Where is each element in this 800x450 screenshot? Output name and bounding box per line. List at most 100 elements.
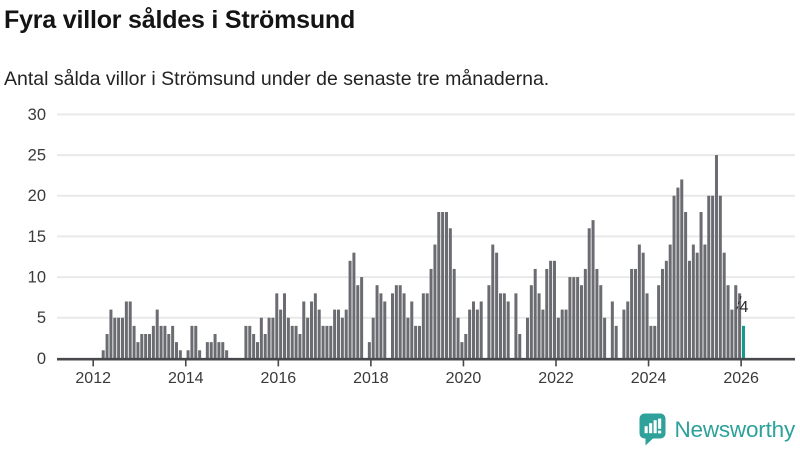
bar xyxy=(352,252,356,359)
bar xyxy=(298,334,302,359)
bar xyxy=(398,285,402,359)
bar xyxy=(464,334,468,359)
bar xyxy=(664,260,668,359)
bar xyxy=(198,350,202,359)
bar xyxy=(603,317,607,359)
bar xyxy=(329,325,333,359)
bar xyxy=(537,293,541,359)
bar xyxy=(121,317,124,359)
bar xyxy=(518,334,522,359)
y-axis-label: 5 xyxy=(37,309,46,327)
bar xyxy=(375,285,379,359)
bar xyxy=(379,293,383,359)
bar xyxy=(549,260,553,359)
x-axis-label: 2022 xyxy=(538,370,574,387)
x-axis-label: 2026 xyxy=(723,370,759,387)
bar xyxy=(676,187,680,359)
bar xyxy=(101,350,105,359)
bar xyxy=(132,325,136,359)
bar xyxy=(564,309,568,359)
bar xyxy=(136,342,140,359)
bar xyxy=(167,334,171,359)
bar xyxy=(194,325,198,359)
bar xyxy=(502,293,506,359)
bar xyxy=(371,317,375,359)
bar xyxy=(514,293,518,359)
bar xyxy=(279,309,283,359)
bar xyxy=(583,268,587,359)
bar xyxy=(687,260,691,359)
bar xyxy=(653,325,657,359)
bar xyxy=(591,220,595,359)
bar xyxy=(282,293,286,359)
bar xyxy=(394,285,398,359)
bar xyxy=(730,309,734,359)
chart-title: Fyra villor såldes i Strömsund xyxy=(4,6,356,34)
bar xyxy=(421,293,425,359)
bar xyxy=(286,317,290,359)
bar xyxy=(221,342,225,359)
bar xyxy=(479,301,483,359)
bar xyxy=(657,285,661,359)
bar xyxy=(140,334,144,359)
bar xyxy=(552,260,556,359)
bar xyxy=(244,325,248,359)
y-axis-label: 30 xyxy=(28,106,46,124)
bar xyxy=(417,325,421,359)
bar xyxy=(144,334,148,359)
bar xyxy=(722,252,726,359)
bar xyxy=(425,293,429,359)
bar xyxy=(471,301,475,359)
bar xyxy=(148,334,151,359)
bar xyxy=(178,350,182,359)
bar xyxy=(541,309,545,359)
bar xyxy=(556,317,560,359)
bar xyxy=(718,195,722,359)
bar xyxy=(595,268,599,359)
bar xyxy=(225,350,229,359)
bar xyxy=(610,301,614,359)
bar xyxy=(579,285,583,359)
bar xyxy=(410,301,414,359)
bar xyxy=(599,285,603,359)
bar xyxy=(402,293,406,359)
bar xyxy=(660,268,664,359)
bar xyxy=(252,334,256,359)
bar xyxy=(151,325,155,359)
x-axis-label: 2016 xyxy=(261,370,297,387)
bar xyxy=(495,252,499,359)
x-axis-label: 2018 xyxy=(353,370,389,387)
bar xyxy=(614,325,618,359)
brand-name: Newsworthy xyxy=(674,417,795,442)
bar xyxy=(587,228,591,359)
bar xyxy=(668,244,672,359)
bar xyxy=(649,325,653,359)
bar xyxy=(313,293,317,359)
bar xyxy=(452,268,456,359)
y-axis-label: 10 xyxy=(28,269,46,287)
bar xyxy=(356,285,360,359)
bar xyxy=(572,277,576,359)
bar xyxy=(626,301,630,359)
y-axis-label: 15 xyxy=(28,228,46,246)
bar xyxy=(113,317,117,359)
bar xyxy=(560,309,564,359)
bar xyxy=(271,317,275,359)
bar xyxy=(255,342,259,359)
bar xyxy=(209,342,213,359)
bar xyxy=(630,268,634,359)
bar xyxy=(267,317,271,359)
bar xyxy=(433,244,437,359)
bar xyxy=(406,317,410,359)
bar xyxy=(533,268,537,359)
bar xyxy=(109,309,113,359)
bar xyxy=(738,293,742,359)
bar xyxy=(190,325,194,359)
bar xyxy=(711,195,715,359)
bar xyxy=(448,228,452,359)
bar xyxy=(117,317,121,359)
bar xyxy=(441,212,445,359)
bar xyxy=(325,325,329,359)
highlight-value-label: 4 xyxy=(740,299,749,316)
